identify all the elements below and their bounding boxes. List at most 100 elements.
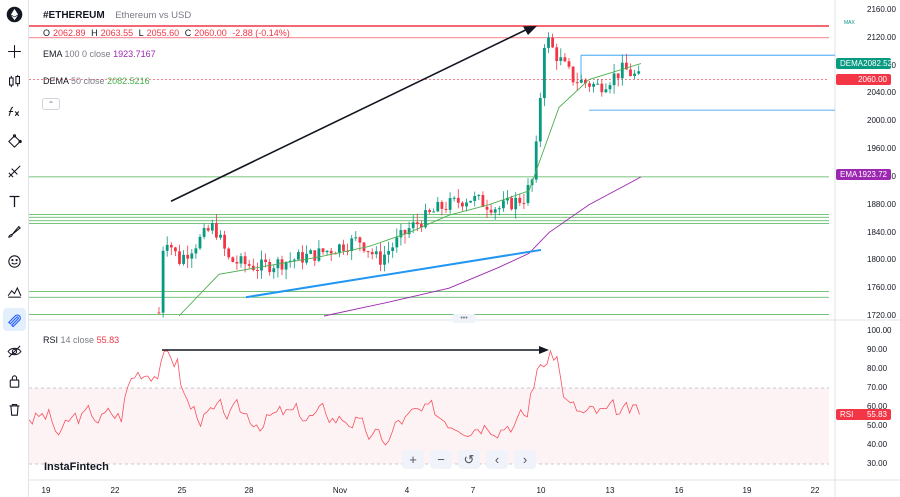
candle-body [284, 261, 288, 270]
indicators-icon[interactable] [3, 100, 26, 123]
time-tick-label: 16 [674, 486, 684, 495]
support-trendline [245, 248, 542, 299]
trash-icon[interactable] [3, 398, 26, 421]
zoom-out-button[interactable]: − [430, 450, 452, 469]
candle-body [174, 247, 177, 252]
lock-icon[interactable] [3, 370, 26, 393]
rsi-legend-value: 55.83 [96, 335, 120, 345]
candle-body [600, 83, 604, 93]
candle-body [268, 262, 272, 273]
rsi-legend-name: RSI [43, 335, 59, 345]
dema-legend-params: 50 close [71, 76, 105, 86]
candle-body [272, 268, 276, 273]
emoji-icon[interactable] [3, 250, 26, 273]
candle-body [608, 85, 612, 90]
chart-area[interactable]: #ETHEREUM Ethereum vs USD O 2062.89 H 2063… [29, 0, 900, 497]
pane-resize-handle[interactable]: ••• [452, 314, 476, 323]
scroll-left-button[interactable]: ‹ [486, 450, 508, 469]
low-value: 2055.60 [146, 28, 180, 38]
collapse-legend-button[interactable]: ⌃ [42, 98, 60, 110]
candle-body [215, 223, 218, 238]
candle-body [321, 248, 325, 253]
candle-body [567, 61, 571, 67]
candle-body [440, 202, 444, 209]
ema-badge-name: EMA [840, 170, 858, 179]
magnet-icon[interactable] [3, 308, 26, 331]
candle-body [563, 57, 567, 62]
brush-icon[interactable] [3, 220, 26, 243]
candle-body [219, 234, 222, 238]
plus-icon: + [409, 452, 417, 467]
candle-body [288, 260, 292, 262]
low-label: L [138, 28, 144, 38]
drawing-toolbar [0, 0, 29, 497]
rsi-legend-params: 14 close [60, 335, 95, 345]
candle-body [620, 62, 624, 79]
ethereum-logo-icon[interactable] [3, 3, 26, 26]
candle-body [387, 250, 390, 255]
close-label: C [184, 28, 192, 38]
candle-body [370, 251, 374, 255]
candle-body [169, 244, 173, 248]
candle-body [452, 197, 456, 199]
crosshair-icon[interactable] [3, 40, 26, 63]
high-label: H [91, 28, 98, 38]
candle-body [625, 62, 628, 70]
measure-icon[interactable] [3, 280, 26, 303]
candle-body [510, 197, 513, 210]
text-icon[interactable] [3, 190, 26, 213]
rsi-tick-label: 70.00 [867, 383, 888, 392]
price-tick-label: 2040.00 [867, 88, 896, 98]
rsi-tick-label: 40.00 [867, 440, 888, 449]
candle-body [633, 73, 636, 77]
candle-body [616, 73, 620, 79]
rsi-line [29, 349, 640, 446]
candle-body [280, 259, 284, 270]
candle-body [514, 197, 518, 210]
candle-body [555, 47, 559, 61]
symbol-description: Ethereum vs USD [115, 10, 192, 21]
pattern-icon[interactable] [3, 130, 26, 153]
price-chart-svg[interactable] [29, 0, 900, 497]
candle-body [354, 237, 358, 239]
candle-body [297, 252, 300, 260]
rsi-value-badge: RSI 55.83 [836, 409, 891, 420]
candle-body [292, 259, 296, 261]
candle-body [309, 250, 313, 254]
reset-chart-button[interactable]: ↺ [458, 450, 480, 469]
candle-body [379, 251, 382, 265]
price-tick-label: 1760.00 [867, 283, 896, 293]
rsi-legend[interactable]: RSI 14 close 55.83 [43, 335, 119, 345]
dema-line [178, 63, 642, 317]
candle-body [247, 264, 251, 266]
time-tick-label: 22 [110, 486, 120, 495]
dema-legend[interactable]: DEMA 50 close 2082.5216 [43, 76, 150, 86]
uptrend-arrow-line [170, 26, 532, 202]
time-tick-label: 28 [244, 486, 254, 495]
candle-body [329, 250, 333, 254]
time-tick-label: 22 [810, 486, 820, 495]
ema-line [323, 176, 642, 317]
candle-body [338, 244, 341, 254]
eye-icon[interactable] [3, 340, 26, 363]
candle-body [395, 237, 399, 248]
candle-body [428, 210, 431, 213]
fib-icon[interactable] [3, 160, 26, 183]
ema-legend[interactable]: EMA 100 0 close 1923.7167 [43, 49, 156, 59]
scroll-right-button[interactable]: › [514, 450, 536, 469]
ema-legend-value: 1923.7167 [113, 49, 156, 59]
symbol-ticker[interactable]: #ETHEREUM [43, 10, 105, 21]
time-tick-label: 7 [470, 486, 476, 495]
candle-body [243, 256, 247, 265]
candle-body [264, 259, 267, 263]
dema-legend-value: 2082.5216 [107, 76, 150, 86]
candles-icon[interactable] [3, 70, 26, 93]
time-tick-label: 19 [41, 486, 51, 495]
zoom-in-button[interactable]: + [402, 450, 424, 469]
candle-body [493, 209, 497, 213]
candle-body [436, 202, 440, 212]
candle-body [518, 197, 522, 203]
candle-body [358, 237, 362, 243]
chevron-left-icon: ‹ [494, 452, 500, 467]
candle-body [350, 238, 354, 251]
